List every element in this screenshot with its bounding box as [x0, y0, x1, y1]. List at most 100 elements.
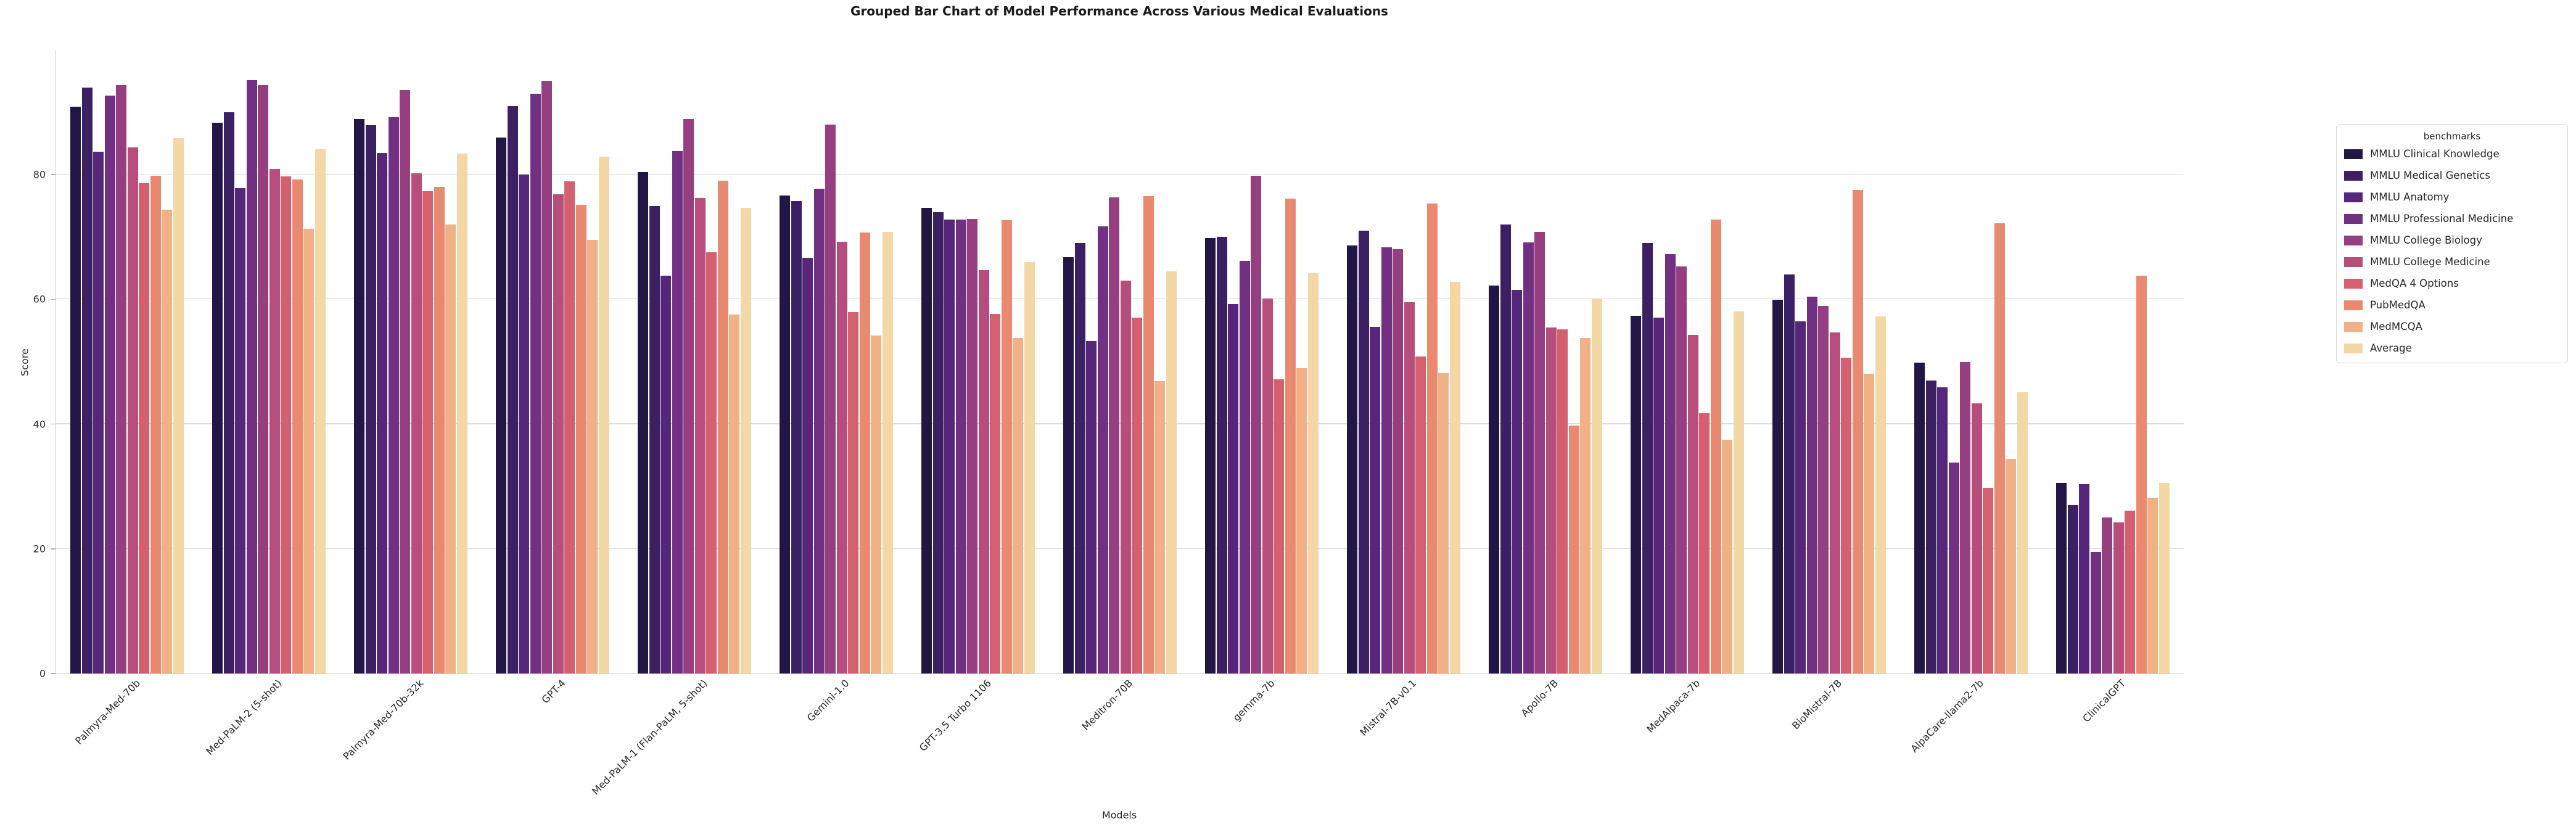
bar [456, 153, 467, 673]
legend-swatch-icon [2344, 321, 2363, 332]
bar [1228, 303, 1239, 673]
bar [116, 84, 127, 673]
bar [848, 311, 859, 673]
bar [1097, 226, 1108, 673]
bar [683, 119, 694, 673]
bar [1393, 249, 1404, 673]
legend-item-label: MMLU Clinical Knowledge [2370, 148, 2500, 160]
bar [1971, 403, 1982, 673]
bar-group [198, 50, 340, 673]
bar [2136, 275, 2147, 673]
x-tick-label: Meditron-70B [1079, 677, 1135, 733]
y-tick-label: 20 [33, 543, 46, 555]
bar [1024, 262, 1035, 673]
bar [1415, 356, 1426, 673]
bar [411, 173, 422, 673]
bar [740, 207, 751, 673]
bar [377, 152, 388, 673]
bar-group [340, 50, 482, 673]
bar [1710, 220, 1721, 673]
bar [1347, 245, 1358, 673]
x-axis-title: Models [1101, 809, 1137, 821]
bar [694, 197, 706, 673]
bar [2125, 511, 2136, 673]
y-tick-label: 0 [39, 667, 46, 680]
bar [1772, 300, 1784, 673]
legend-item: MMLU Professional Medicine [2344, 213, 2560, 224]
legend-swatch-icon [2344, 257, 2363, 267]
legend-item: MedQA 4 Options [2344, 278, 2560, 289]
y-tick-mark [51, 299, 56, 300]
bar [1109, 197, 1120, 673]
bar [1784, 274, 1795, 673]
bar [1914, 363, 1925, 673]
bar [2006, 459, 2017, 673]
bar [1557, 329, 1568, 673]
bar [1154, 381, 1166, 673]
bar [1687, 334, 1698, 673]
bar [223, 112, 234, 673]
bar [791, 200, 802, 673]
bar [944, 220, 955, 673]
bar [519, 175, 530, 673]
legend-swatch-icon [2344, 235, 2363, 245]
legend-item-label: Average [2370, 342, 2412, 354]
bar [967, 218, 978, 673]
bar [281, 176, 292, 673]
x-tick-label: ClinicalGPT [2080, 677, 2128, 725]
legend-item: PubMedQA [2344, 299, 2560, 311]
bar-group [1333, 50, 1475, 673]
bar [1925, 380, 1936, 673]
legend-title: benchmarks [2423, 131, 2481, 142]
x-tick-label: AlpaCare-llama2-7b [1908, 677, 1986, 755]
bar [1307, 273, 1319, 673]
bar [836, 242, 847, 673]
bar [1074, 243, 1085, 673]
bar [1500, 224, 1511, 673]
legend-swatch-icon [2344, 278, 2363, 289]
plot-area [56, 50, 2184, 674]
bar [81, 87, 93, 673]
legend-item: MMLU Clinical Knowledge [2344, 148, 2560, 160]
bar-group [907, 50, 1049, 673]
bar [1983, 488, 1994, 673]
bar [292, 179, 303, 673]
bar [780, 195, 791, 673]
legend-item-label: PubMedQA [2370, 299, 2426, 311]
bar [507, 106, 518, 673]
x-tick-label: Med-PaLM-1 (Flan-PaLM, 5-shot) [589, 677, 710, 797]
y-tick-mark [51, 174, 56, 175]
bar [212, 123, 223, 673]
bar-group [1475, 50, 1616, 673]
bar [1358, 231, 1369, 673]
x-tick-label: Med-PaLM-2 (5-shot) [204, 677, 284, 758]
bar [1370, 327, 1381, 673]
bar-group [1616, 50, 1758, 673]
bar [1818, 305, 1829, 673]
bar [2113, 522, 2124, 673]
bar [1580, 338, 1591, 673]
bar [1591, 299, 1602, 673]
legend-item: MMLU College Biology [2344, 234, 2560, 246]
gridline [56, 548, 2184, 549]
bar [729, 314, 740, 673]
legend-item: MMLU Medical Genetics [2344, 170, 2560, 181]
bar [365, 125, 376, 673]
bar [638, 172, 649, 673]
bar [1841, 358, 1852, 673]
bar [173, 138, 184, 673]
x-tick-label: Palmyra-Med-70b-32k [340, 677, 426, 762]
bar-group [623, 50, 765, 673]
bar [1545, 327, 1557, 673]
bar [564, 181, 575, 673]
bar [1426, 203, 1438, 673]
bar [871, 336, 882, 673]
bar [139, 183, 150, 673]
bar [1994, 223, 2005, 673]
bar [1829, 332, 1840, 673]
bar [1534, 231, 1545, 673]
bar-group [2042, 50, 2184, 673]
bar [813, 189, 825, 673]
bar [825, 125, 836, 673]
